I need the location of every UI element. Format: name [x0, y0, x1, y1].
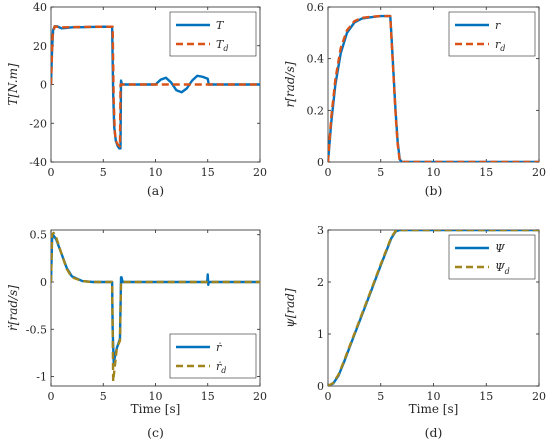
- y-axis-label: ψ[rad]: [283, 288, 297, 328]
- panel-caption: (a): [147, 183, 164, 198]
- x-tick-label: 15: [479, 166, 493, 179]
- y-tick-label: -40: [29, 156, 47, 169]
- legend-label: Td: [216, 38, 228, 53]
- legend-label: ṙ: [216, 341, 222, 354]
- x-tick-label: 0: [325, 390, 332, 403]
- x-tick-label: 5: [100, 166, 107, 179]
- y-tick-label: 2: [317, 276, 324, 289]
- panel-a: 0 5 10 15 20 -40 -20 0 20 40 T[N.m] (a) T Td: [6, 1, 267, 198]
- x-tick-label: 20: [532, 166, 546, 179]
- legend: r rd: [448, 11, 536, 57]
- legend: T Td: [169, 11, 257, 57]
- legend-box: [169, 333, 257, 379]
- series-line-d-desired: [51, 231, 260, 383]
- y-tick-label: 0: [40, 79, 47, 92]
- x-tick-label: 0: [48, 390, 55, 403]
- y-tick-label: 20: [33, 40, 47, 53]
- legend: Ψ Ψd: [448, 234, 536, 280]
- x-tick-label: 0: [325, 166, 332, 179]
- x-tick-label: 10: [427, 390, 441, 403]
- series-line-Td-desired: [51, 25, 260, 148]
- legend-box: [448, 234, 536, 280]
- legend-label: rd: [495, 38, 505, 53]
- x-tick-label: 10: [427, 166, 441, 179]
- y-tick-label: 0: [317, 156, 324, 169]
- panel-caption: (c): [147, 425, 164, 440]
- panel-d: 0 5 10 15 20 0 1 2 3 ψ[rad] Time [s] (d) Ψ Ψd: [283, 224, 546, 440]
- x-tick-label: 10: [149, 166, 163, 179]
- y-tick-label: 1: [317, 328, 324, 341]
- y-tick-label: 40: [33, 1, 47, 14]
- panel-caption: (d): [425, 425, 443, 440]
- panel-b: 0 5 10 15 20 0 0.2 0.4 0.6 r[rad/s] (b) r rd: [283, 1, 546, 198]
- y-axis-label: T[N.m]: [6, 63, 20, 106]
- series-line-d-desired: [328, 230, 539, 386]
- series-line-rd-desired: [328, 14, 539, 162]
- x-axis-label: Time [s]: [131, 402, 181, 416]
- legend-label: T: [216, 19, 225, 32]
- x-tick-label: 15: [201, 166, 215, 179]
- y-tick-label: -1: [36, 371, 47, 384]
- legend-box: [448, 11, 536, 57]
- panel-caption: (b): [425, 183, 443, 198]
- x-tick-label: 10: [149, 390, 163, 403]
- y-tick-label: 0: [317, 380, 324, 393]
- legend-label: ṙd: [216, 360, 226, 375]
- legend-label: Ψ: [495, 242, 505, 255]
- x-tick-label: 0: [48, 166, 55, 179]
- y-tick-label: 0.5: [30, 229, 48, 242]
- x-tick-label: 15: [201, 390, 215, 403]
- x-tick-label: 20: [532, 390, 546, 403]
- y-axis-label: r[rad/s]: [283, 61, 297, 107]
- x-tick-label: 5: [377, 390, 384, 403]
- legend-label: Ψd: [495, 261, 510, 276]
- y-tick-label: 0: [40, 276, 47, 289]
- legend-box: [169, 11, 257, 57]
- y-axis-label: ṙ[rad/s]: [6, 285, 20, 331]
- x-tick-label: 5: [100, 390, 107, 403]
- y-tick-label: -20: [29, 117, 47, 130]
- x-tick-label: 20: [253, 166, 267, 179]
- y-tick-label: 0.4: [307, 53, 325, 66]
- panel-c: 0 5 10 15 20 -1 -0.5 0 0.5 ṙ[rad/s] Time [s] (c) ṙ ṙd: [6, 229, 267, 440]
- y-tick-label: 0.2: [307, 104, 325, 117]
- legend-label: r: [495, 19, 501, 32]
- legend: ṙ ṙd: [169, 333, 257, 379]
- x-tick-label: 5: [377, 166, 384, 179]
- y-tick-label: -0.5: [26, 323, 47, 336]
- y-tick-label: 0.6: [307, 1, 325, 14]
- x-tick-label: 15: [479, 390, 493, 403]
- y-tick-label: 3: [317, 224, 324, 237]
- x-tick-label: 20: [253, 390, 267, 403]
- x-axis-label: Time [s]: [409, 402, 459, 416]
